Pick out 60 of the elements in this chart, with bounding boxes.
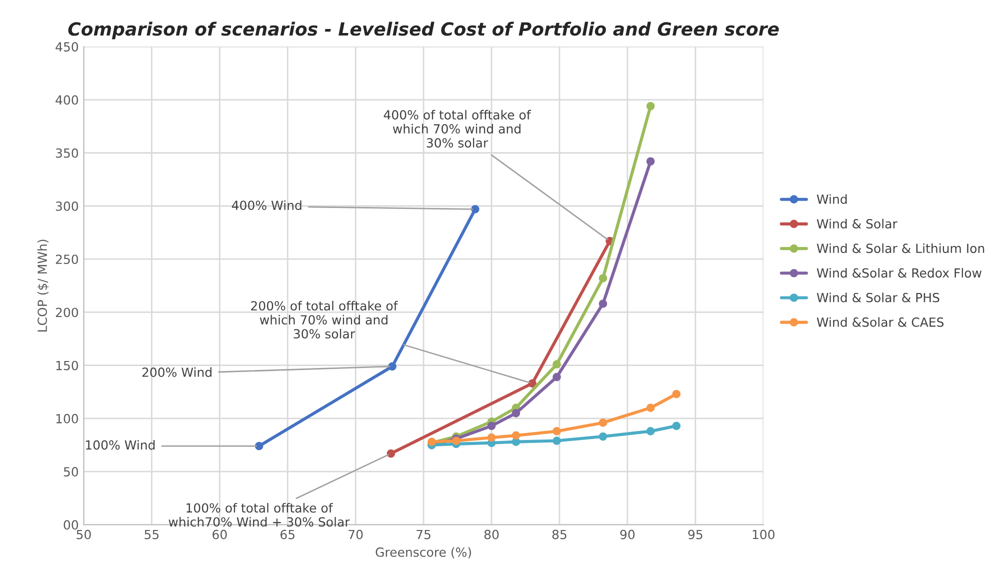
point <box>646 157 655 166</box>
point <box>552 427 561 436</box>
x-tick-label: 90 <box>620 530 635 540</box>
annotation: 100% Wind <box>86 440 155 450</box>
y-tick-label: 300 <box>56 201 78 211</box>
x-tick-label: 65 <box>280 530 294 540</box>
point <box>487 422 496 430</box>
legend-label: Wind &Solar & CAES <box>816 317 944 327</box>
point <box>672 422 681 430</box>
point <box>487 433 496 442</box>
point <box>512 408 520 418</box>
x-tick-label: 75 <box>416 530 430 540</box>
point <box>512 431 520 440</box>
point <box>471 205 480 214</box>
x-axis-title: Greenscore (%) <box>376 547 471 558</box>
point <box>646 102 655 110</box>
point <box>646 427 655 436</box>
annotation: 400% of total offtake of which 70% wind and 30% solar <box>384 110 532 148</box>
legend-label: Wind & Solar & PHS <box>816 292 940 302</box>
y-tick-label: 450 <box>56 42 78 52</box>
y-tick-label: 00 <box>64 520 78 530</box>
annotation: 400% Wind <box>232 200 302 210</box>
point <box>598 418 608 427</box>
annotation: 200% of total offtake of which 70% wind and 30% solar <box>251 300 398 339</box>
annotation: 200% Wind <box>142 367 212 377</box>
y-tick-label: 400 <box>56 95 78 105</box>
y-tick-label: 150 <box>56 360 78 370</box>
point <box>552 436 561 445</box>
x-tick-label: 85 <box>552 530 566 540</box>
y-tick-label: 100 <box>56 414 78 424</box>
x-tick-label: 70 <box>348 530 363 540</box>
legend-label: Wind & Solar & Lithium Ion <box>816 243 984 254</box>
x-tick-label: 95 <box>688 530 702 540</box>
x-tick-label: 50 <box>76 530 91 540</box>
point <box>646 404 655 412</box>
point <box>386 449 396 458</box>
legend-label: Wind &Solar & Redox Flow <box>816 268 982 278</box>
chart-title: Comparison of scenarios - Levelised Cost of Portfolio and Green score <box>68 22 779 40</box>
point <box>254 442 264 450</box>
y-tick-label: 250 <box>56 254 78 264</box>
point <box>598 432 608 441</box>
x-tick-label: 55 <box>144 530 159 540</box>
legend-label: Wind <box>816 194 847 204</box>
x-tick-label: 80 <box>484 530 499 540</box>
point <box>598 274 608 282</box>
y-axis-title: LCOP ($/ MWh) <box>37 240 49 332</box>
point <box>598 300 608 308</box>
point <box>672 390 681 398</box>
y-tick-label: 350 <box>56 148 78 158</box>
legend-label: Wind & Solar <box>816 218 898 228</box>
x-tick-label: 60 <box>212 530 227 540</box>
point <box>528 379 536 388</box>
point <box>552 360 561 368</box>
point <box>552 372 561 382</box>
x-tick-label: 100 <box>752 530 774 540</box>
annotation: 100% of total offtake of which70% Wind + 30% Solar <box>168 502 350 527</box>
y-tick-label: 50 <box>64 467 78 477</box>
point <box>388 362 396 371</box>
y-tick-label: 200 <box>56 308 78 318</box>
point <box>452 436 460 445</box>
